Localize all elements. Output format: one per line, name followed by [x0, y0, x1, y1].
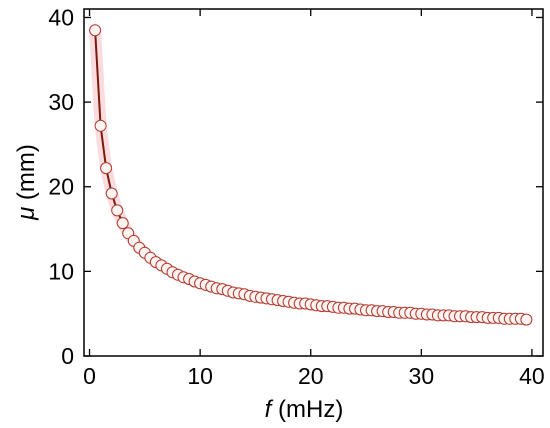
x-tick-label: 30: [409, 363, 435, 389]
y-tick-label: 10: [48, 258, 74, 284]
x-tick-label: 20: [298, 363, 324, 389]
plot-frame: [83, 8, 544, 357]
x-axis-unit: (mHz): [271, 396, 343, 423]
y-axis-ticks: 0 10 20 30 40: [48, 4, 543, 369]
y-axis-symbol: μ: [13, 207, 40, 221]
data-point: [94, 119, 107, 132]
data-point: [111, 204, 124, 217]
y-tick-label: 20: [48, 174, 74, 200]
x-tick-label: 10: [187, 363, 213, 389]
x-axis-label: f (mHz): [265, 396, 344, 423]
series-glow: [89, 24, 533, 326]
series-layer: [89, 24, 533, 326]
y-tick-label: 30: [48, 89, 74, 115]
y-axis-label: μ (mm): [13, 144, 40, 221]
series-line: [94, 30, 527, 321]
x-tick-label: 40: [519, 363, 545, 389]
y-tick-label: 40: [48, 4, 74, 30]
data-point: [116, 217, 129, 230]
y-axis-unit: (mm): [13, 144, 40, 207]
data-point: [520, 313, 533, 326]
x-tick-label: 0: [83, 363, 96, 389]
x-axis-ticks: 0 10 20 30 40: [83, 9, 545, 389]
data-point: [89, 24, 102, 37]
x-axis-symbol: f: [265, 396, 274, 423]
y-tick-label: 0: [61, 343, 74, 369]
data-point: [100, 162, 113, 175]
data-point: [105, 187, 118, 200]
